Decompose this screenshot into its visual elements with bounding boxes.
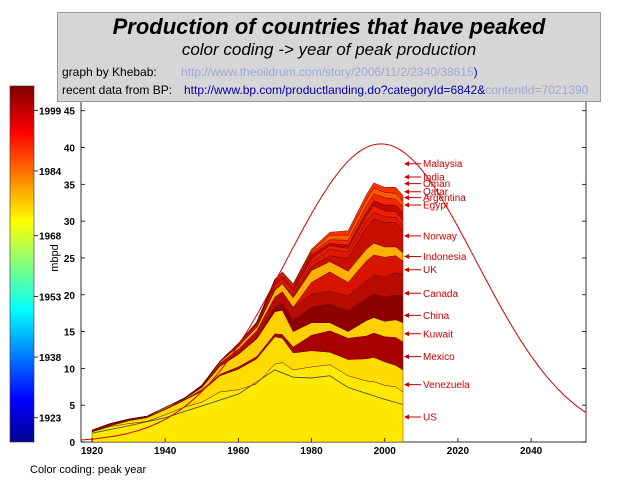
country-label: Egypt [423,200,449,211]
country-label: India [423,172,445,183]
y-tick-label: 40 [64,144,76,155]
chart-subtitle: color coding -> year of peak production [181,40,477,59]
credit-link-text[interactable]: http://www.theoildrum.com/story/2006/11/… [181,65,474,79]
y-axis: 0 5 10 15 20 25 30 35 40 45 [64,107,586,449]
country-label: Canada [423,289,458,300]
x-tick-label: 2040 [520,446,543,457]
colorbar-tick-label: 1999 [39,106,62,117]
label-arrowhead [404,233,410,239]
overlay-lines [91,369,404,434]
country-label: US [423,412,437,423]
label-arrowhead [404,174,410,180]
colorbar-tick-label: 1953 [39,292,62,303]
country-label: Indonesia [423,252,467,263]
x-tick-label: 1920 [81,446,104,457]
country-label: Norway [423,231,457,242]
country-label: Argentina [423,193,466,204]
y-axis-label: mbpd [49,244,61,272]
overlay-line-us [91,369,404,434]
credit-close-paren: ) [473,65,478,79]
colorbar-tick-label: 1923 [39,414,62,425]
label-arrowhead [404,181,410,187]
y-tick-label: 45 [64,107,76,118]
y-tick-label: 20 [64,291,76,302]
label-arrowhead [404,354,410,360]
label-arrowhead [404,312,410,318]
label-arrowhead [404,267,410,273]
credit-link-text-faint[interactable]: contentId=7021390 [485,83,589,97]
footer-caption: Color coding: peak year [30,464,147,476]
country-label: Venezuela [423,380,470,391]
colorbar-tick-label: 1938 [39,353,62,364]
country-label: Malaysia [423,159,463,170]
colorbar [9,85,35,443]
chart-header: Production of countries that have peaked… [57,12,601,102]
credit-link-bp[interactable]: http://www.bp.com/productlanding.do?cate… [184,83,588,97]
y-tick-label: 25 [64,254,76,265]
label-arrowhead [404,202,410,208]
country-label: UK [423,265,437,276]
label-arrowhead [404,189,410,195]
y-tick-label: 10 [64,364,76,375]
country-label: Oman [423,179,450,190]
fitted-curve-line [80,143,587,441]
country-label: Mexico [423,352,455,363]
label-arrowhead [404,253,410,259]
label-arrowhead [404,161,410,167]
label-arrowhead [404,382,410,388]
area-malaysia [91,182,404,431]
fitted-curve [80,143,587,441]
credit-line-bp: recent data from BP: http://www.bp.com/p… [62,83,588,97]
x-tick-label: 2020 [447,446,470,457]
label-arrowhead [404,290,410,296]
country-label: Qatar [423,187,449,198]
y-tick-label: 0 [69,438,75,449]
x-tick-label: 2000 [374,446,397,457]
x-tick-label: 1940 [154,446,177,457]
chart-title: Production of countries that have peaked [112,14,546,39]
colorbar-tick-label: 1984 [39,167,62,178]
credit-label: recent data from BP: [62,83,173,97]
country-label: Kuwait [423,329,453,340]
credit-line-khebab: graph by Khebab: http://www.theoildrum.c… [62,65,478,79]
credit-link-text[interactable]: http://www.bp.com/productlanding.do?cate… [184,83,486,97]
label-arrowhead [404,195,410,201]
stacked-areas [91,182,404,443]
colorbar-ticks: 1999 1984 1968 1953 1938 1923 [34,106,62,425]
y-tick-label: 5 [69,401,75,412]
x-tick-label: 1980 [300,446,323,457]
label-arrowhead [404,414,410,420]
credit-label: graph by Khebab: [62,65,157,79]
credit-link-theoildrum[interactable]: http://www.theoildrum.com/story/2006/11/… [181,65,478,79]
x-tick-label: 1960 [227,446,250,457]
y-tick-label: 15 [64,328,76,339]
label-arrowhead [404,331,410,337]
y-tick-label: 30 [64,217,76,228]
colorbar-tick-label: 1968 [39,232,62,243]
y-tick-label: 35 [64,180,76,191]
country-label: China [423,311,450,322]
